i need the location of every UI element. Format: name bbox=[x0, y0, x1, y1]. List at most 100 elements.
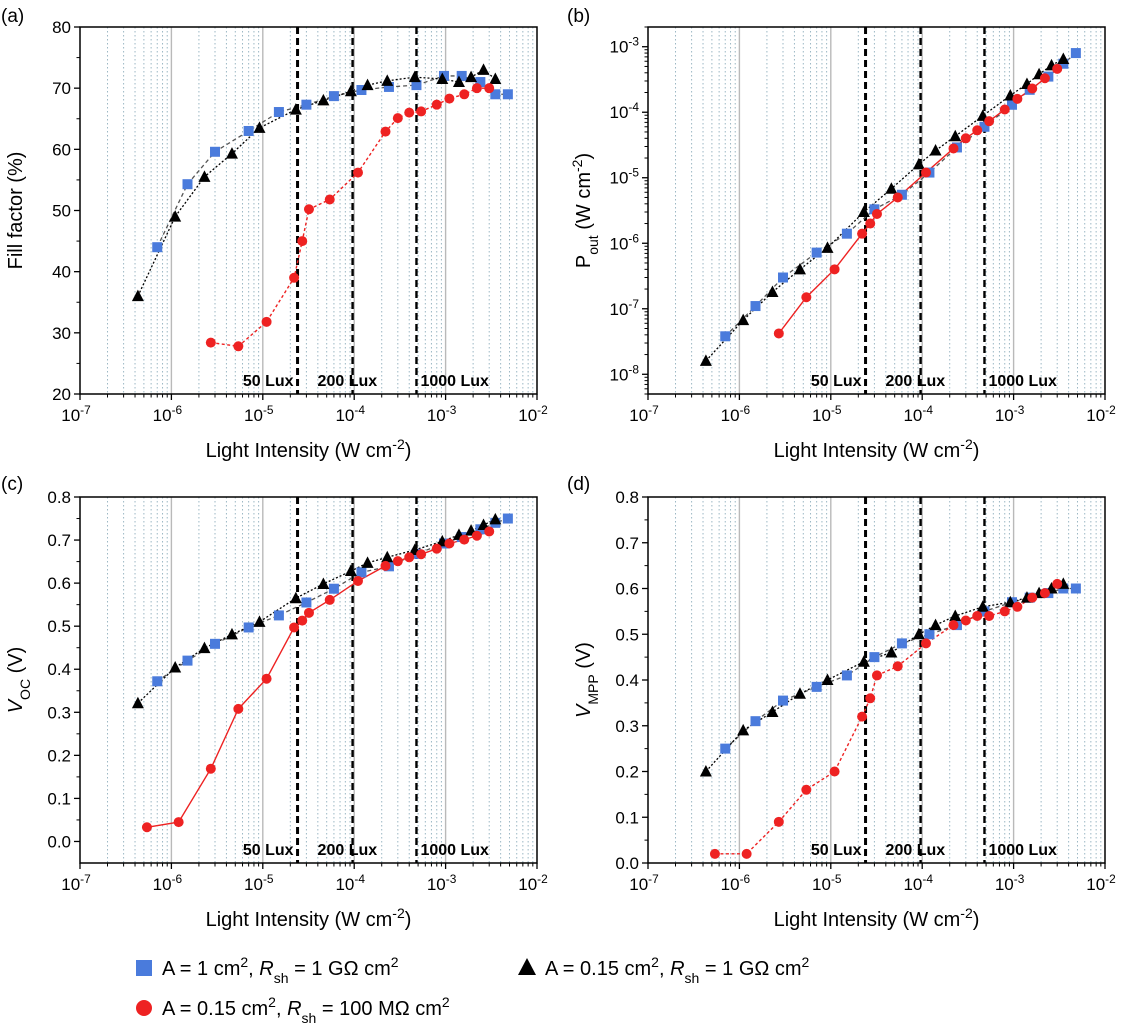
data-point-red bbox=[392, 113, 403, 124]
data-point-blue bbox=[778, 272, 789, 283]
data-point-red bbox=[999, 606, 1010, 617]
x-tick-label: 10-2 bbox=[518, 872, 548, 894]
data-point-red bbox=[1012, 93, 1023, 104]
data-point-red bbox=[324, 594, 335, 605]
data-point-blue bbox=[182, 655, 193, 666]
x-tick-label: 10-7 bbox=[61, 872, 91, 894]
data-point-red bbox=[741, 848, 752, 859]
data-point-red bbox=[972, 125, 983, 136]
data-point-black bbox=[253, 121, 266, 133]
data-point-red bbox=[484, 526, 495, 537]
panel-c: 50 Lux 200 Lux 1000 Lux 10-7 10-6 10-5 10-4 10-… bbox=[1, 474, 548, 931]
x-tick-label: 10-6 bbox=[721, 403, 751, 425]
data-point-red bbox=[1027, 83, 1038, 94]
lux-label: 1000 Lux bbox=[988, 373, 1057, 390]
data-point-black bbox=[489, 512, 502, 525]
y-tick-label: 40 bbox=[52, 263, 71, 282]
data-point-blue bbox=[383, 81, 394, 92]
x-tick-label: 10-7 bbox=[629, 403, 659, 425]
data-point-red bbox=[709, 848, 720, 859]
data-point-black bbox=[737, 313, 750, 326]
data-point-red bbox=[960, 133, 971, 144]
data-point-black bbox=[408, 70, 421, 83]
data-point-black bbox=[169, 210, 182, 222]
legend: A = 1 cm2, Rsh = 1 GΩ cm2 A = 0.15 cm2, R… bbox=[136, 954, 810, 1023]
data-point-black bbox=[912, 627, 925, 640]
series-line-blue bbox=[724, 587, 1076, 750]
data-point-red bbox=[892, 661, 903, 672]
y-axis-title: VMPP (V) bbox=[573, 642, 601, 718]
data-point-red bbox=[303, 607, 314, 618]
data-point-black bbox=[477, 63, 490, 75]
data-point-black bbox=[131, 289, 144, 302]
data-point-blue bbox=[152, 242, 163, 253]
data-point-red bbox=[233, 703, 244, 714]
data-point-black bbox=[289, 591, 302, 604]
y-tick-label: 0.8 bbox=[47, 488, 71, 507]
data-point-black bbox=[317, 93, 330, 106]
data-point-black bbox=[131, 696, 144, 709]
data-point-blue bbox=[720, 331, 731, 342]
data-point-blue bbox=[1070, 48, 1081, 59]
y-tick-label: 10-6 bbox=[610, 231, 640, 253]
panel-letter: (b) bbox=[567, 6, 590, 27]
data-point-blue bbox=[869, 652, 880, 663]
lux-label: 1000 Lux bbox=[420, 373, 489, 390]
lux-label: 200 Lux bbox=[886, 842, 946, 859]
x-tick-label: 10-3 bbox=[427, 403, 457, 425]
data-point-blue bbox=[750, 301, 761, 312]
x-axis-title: Light Intensity (W cm-2) bbox=[206, 436, 412, 462]
data-point-black bbox=[381, 550, 394, 563]
data-point-red bbox=[984, 610, 995, 621]
data-point-red bbox=[380, 126, 391, 137]
data-point-blue bbox=[502, 513, 513, 524]
data-point-black bbox=[344, 564, 357, 577]
y-tick-label: 0.1 bbox=[615, 808, 639, 827]
data-point-blue bbox=[502, 89, 513, 100]
data-point-blue bbox=[1070, 583, 1081, 594]
x-tick-label: 10-2 bbox=[1086, 403, 1116, 425]
data-point-black bbox=[929, 618, 942, 631]
y-axis-title: Fill factor (%) bbox=[5, 152, 27, 270]
legend-marker-black bbox=[518, 958, 536, 975]
x-axis-title: Light Intensity (W cm-2) bbox=[774, 905, 980, 931]
data-point-blue bbox=[456, 70, 467, 81]
data-point-blue bbox=[750, 716, 761, 727]
data-point-red bbox=[1039, 588, 1050, 599]
legend-label-blue: A = 1 cm2, Rsh = 1 GΩ cm2 bbox=[162, 954, 399, 986]
data-point-black bbox=[381, 74, 394, 86]
lux-label: 200 Lux bbox=[886, 373, 946, 390]
data-point-black bbox=[477, 518, 490, 530]
data-point-red bbox=[920, 167, 931, 178]
data-point-black bbox=[821, 241, 834, 253]
data-point-blue bbox=[841, 228, 852, 239]
lux-label: 50 Lux bbox=[811, 842, 862, 859]
data-point-blue bbox=[896, 638, 907, 649]
y-tick-label: 10-8 bbox=[610, 362, 640, 384]
data-point-red bbox=[999, 104, 1010, 115]
x-tick-label: 10-5 bbox=[812, 403, 842, 425]
data-point-blue bbox=[924, 629, 935, 640]
data-point-blue bbox=[979, 121, 990, 132]
y-tick-label: 80 bbox=[52, 18, 71, 37]
data-point-red bbox=[871, 208, 882, 219]
data-point-blue bbox=[778, 695, 789, 706]
data-point-red bbox=[865, 693, 876, 704]
data-point-black bbox=[699, 354, 712, 366]
data-point-blue bbox=[273, 107, 284, 118]
data-point-black bbox=[361, 78, 374, 91]
data-point-red bbox=[1052, 63, 1063, 74]
x-tick-label: 10-3 bbox=[995, 403, 1025, 425]
data-point-red bbox=[141, 822, 152, 833]
y-tick-label: 0.7 bbox=[47, 531, 71, 550]
data-point-blue bbox=[328, 583, 339, 594]
data-point-black bbox=[885, 646, 898, 658]
data-point-blue bbox=[210, 638, 221, 649]
data-point-blue bbox=[243, 125, 254, 136]
y-tick-label: 10-3 bbox=[610, 35, 640, 57]
legend-marker-blue bbox=[136, 960, 152, 976]
data-point-blue bbox=[301, 99, 312, 110]
lux-label: 1000 Lux bbox=[988, 842, 1057, 859]
data-point-red bbox=[297, 236, 308, 247]
data-point-red bbox=[984, 116, 995, 127]
